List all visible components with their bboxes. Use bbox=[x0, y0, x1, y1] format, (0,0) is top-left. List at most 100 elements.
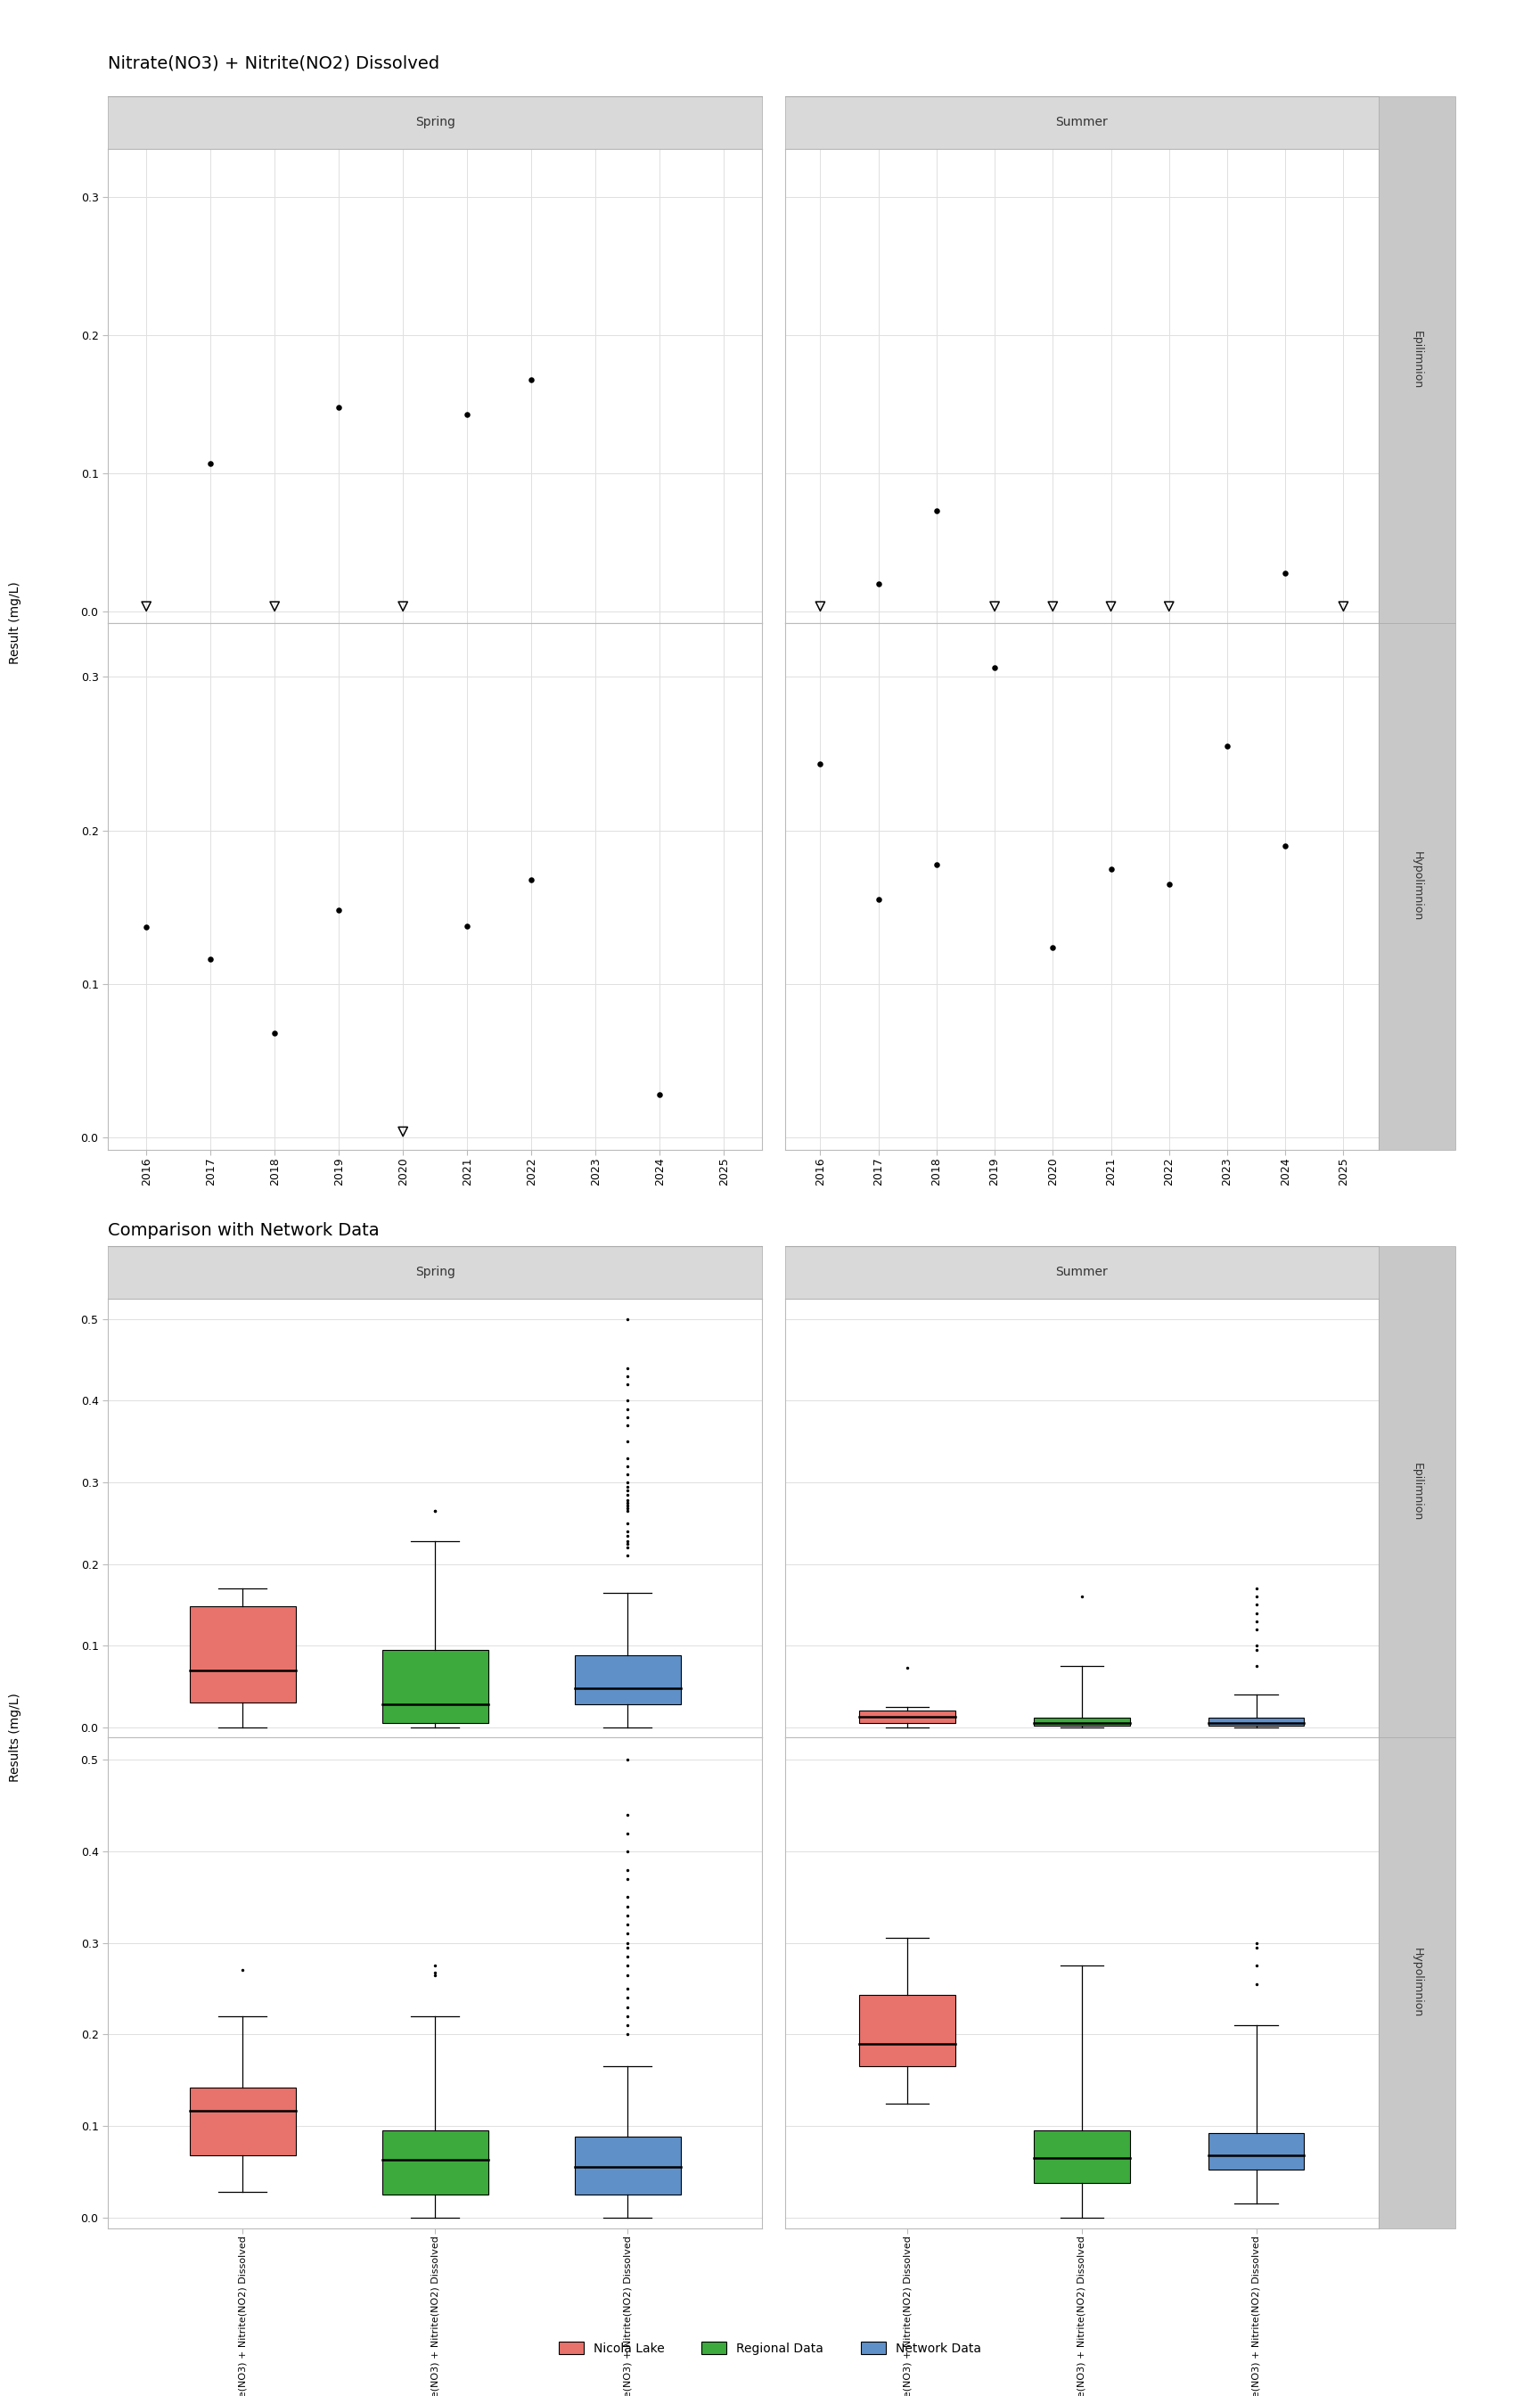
Bar bbox=[189, 1605, 296, 1704]
Point bbox=[983, 649, 1007, 688]
Text: Comparison with Network Data: Comparison with Network Data bbox=[108, 1222, 379, 1239]
Point bbox=[614, 1356, 639, 1394]
Point bbox=[134, 908, 159, 946]
Point bbox=[326, 891, 351, 930]
Point bbox=[865, 565, 890, 604]
Bar bbox=[1033, 2130, 1130, 2183]
Point bbox=[614, 1914, 639, 1953]
Bar bbox=[859, 1996, 955, 2065]
Point bbox=[614, 1521, 639, 1560]
Point bbox=[614, 1946, 639, 1984]
Point bbox=[614, 1423, 639, 1462]
Text: Hypolimnion: Hypolimnion bbox=[1411, 1948, 1423, 2017]
Bar bbox=[1209, 1718, 1304, 1725]
Text: Epilimnion: Epilimnion bbox=[1411, 1462, 1423, 1521]
Point bbox=[614, 1536, 639, 1574]
Legend: Nicola Lake, Regional Data, Network Data: Nicola Lake, Regional Data, Network Data bbox=[559, 2341, 981, 2355]
Bar bbox=[382, 2130, 488, 2195]
Point bbox=[519, 860, 544, 898]
Text: Summer: Summer bbox=[1056, 115, 1107, 129]
Point bbox=[614, 1924, 639, 1962]
Point bbox=[1244, 1929, 1269, 1967]
Point bbox=[614, 1483, 639, 1521]
Point bbox=[614, 2015, 639, 2053]
Point bbox=[614, 1989, 639, 2027]
Text: Spring: Spring bbox=[416, 1265, 454, 1279]
Point bbox=[614, 1970, 639, 2008]
Text: Spring: Spring bbox=[416, 115, 454, 129]
Point bbox=[614, 1888, 639, 1926]
Point bbox=[614, 1466, 639, 1505]
Point bbox=[229, 1950, 254, 1989]
Point bbox=[519, 359, 544, 398]
Point bbox=[1244, 1646, 1269, 1684]
Bar bbox=[574, 1656, 681, 1704]
Point bbox=[614, 1438, 639, 1476]
Point bbox=[199, 939, 223, 978]
Point bbox=[1041, 587, 1066, 625]
Point bbox=[808, 587, 833, 625]
Point bbox=[614, 1454, 639, 1493]
Bar bbox=[574, 2137, 681, 2195]
Point bbox=[895, 1648, 919, 1687]
Point bbox=[614, 1938, 639, 1977]
Point bbox=[262, 587, 286, 625]
Point bbox=[326, 388, 351, 426]
Point bbox=[614, 1833, 639, 1871]
Point bbox=[1157, 865, 1181, 903]
Point bbox=[614, 1366, 639, 1404]
Point bbox=[865, 879, 890, 918]
Point bbox=[924, 846, 949, 884]
Point bbox=[614, 1301, 639, 1339]
Point bbox=[614, 1929, 639, 1967]
Bar bbox=[1209, 2132, 1304, 2171]
Point bbox=[1069, 1577, 1093, 1615]
Point bbox=[614, 1493, 639, 1531]
Point bbox=[924, 491, 949, 530]
Point bbox=[983, 587, 1007, 625]
Point bbox=[614, 1512, 639, 1550]
Point bbox=[614, 1524, 639, 1562]
Point bbox=[262, 1014, 286, 1052]
Point bbox=[614, 1464, 639, 1502]
Point bbox=[614, 1349, 639, 1387]
Point bbox=[1274, 827, 1298, 865]
Point bbox=[614, 1447, 639, 1486]
Point bbox=[1244, 1577, 1269, 1615]
Point bbox=[614, 1742, 639, 1780]
Point bbox=[614, 1859, 639, 1898]
Point bbox=[1244, 1569, 1269, 1608]
Point bbox=[422, 1953, 447, 1991]
Point bbox=[1098, 851, 1123, 889]
Point bbox=[614, 1529, 639, 1567]
Point bbox=[422, 1493, 447, 1531]
Point bbox=[1041, 927, 1066, 966]
Point bbox=[614, 1505, 639, 1543]
Point bbox=[614, 1476, 639, 1514]
Point bbox=[614, 1795, 639, 1833]
Point bbox=[614, 1390, 639, 1428]
Point bbox=[422, 1946, 447, 1984]
Point bbox=[454, 906, 479, 944]
Point bbox=[1244, 1946, 1269, 1984]
Bar bbox=[1033, 1718, 1130, 1725]
Point bbox=[647, 1076, 671, 1114]
Point bbox=[1157, 587, 1181, 625]
Text: Summer: Summer bbox=[1056, 1265, 1107, 1279]
Bar bbox=[189, 2087, 296, 2154]
Point bbox=[1215, 726, 1240, 764]
Text: Results (mg/L): Results (mg/L) bbox=[9, 1692, 22, 1783]
Point bbox=[614, 1850, 639, 1888]
Point bbox=[614, 1979, 639, 2017]
Point bbox=[614, 1490, 639, 1529]
Point bbox=[1244, 1965, 1269, 2003]
Point bbox=[614, 2005, 639, 2044]
Bar bbox=[859, 1711, 955, 1723]
Point bbox=[614, 1471, 639, 1509]
Point bbox=[391, 587, 416, 625]
Text: Epilimnion: Epilimnion bbox=[1411, 331, 1423, 388]
Point bbox=[614, 1382, 639, 1421]
Point bbox=[1244, 1632, 1269, 1670]
Point bbox=[614, 1905, 639, 1943]
Point bbox=[614, 1406, 639, 1445]
